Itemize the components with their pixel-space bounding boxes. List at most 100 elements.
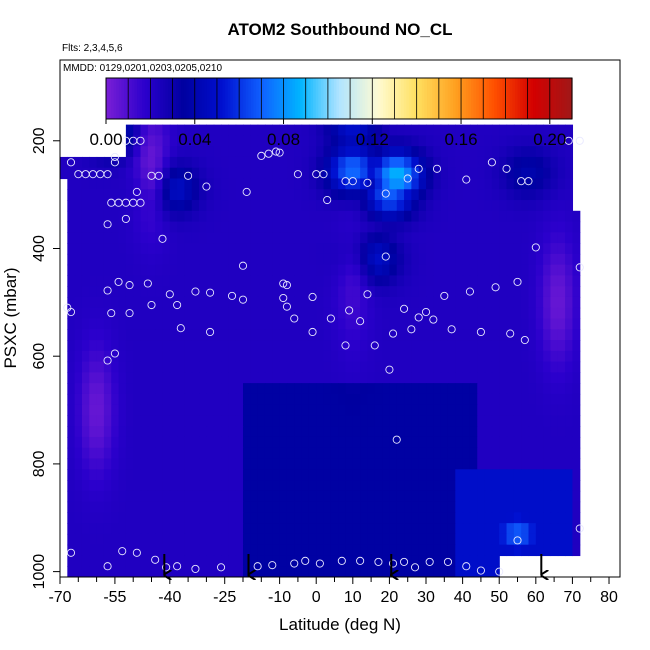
heatmap-cell [96,404,105,417]
heatmap-cell [572,393,581,406]
heatmap-cell [513,490,522,503]
heatmap-cell [338,124,347,136]
heatmap-cell [272,243,281,255]
heatmap-cell [528,286,537,298]
heatmap-cell [74,210,83,223]
heatmap-cell [572,318,581,330]
heatmap-cell [162,275,171,287]
heatmap-cell [155,296,164,309]
heatmap-cell [565,124,574,136]
heatmap-cell [125,426,134,438]
heatmap-cell [81,566,90,577]
heatmap-cell [243,124,251,136]
heatmap-cell [433,555,442,567]
heatmap-cell [177,350,186,363]
heatmap-cell [243,329,251,341]
heatmap-cell [133,264,142,277]
heatmap-cell [565,393,574,406]
heatmap-cell [491,146,500,158]
heatmap-cell [118,447,127,460]
heatmap-cell [147,340,156,352]
heatmap-cell [177,447,186,460]
heatmap-cell [426,426,434,438]
heatmap-cell [177,200,186,212]
heatmap-cell [206,135,215,147]
heatmap-cell [243,296,251,309]
heatmap-cell [257,307,266,320]
heatmap-cell [330,480,339,492]
heatmap-cell [433,146,442,158]
heatmap-cell [111,415,120,427]
heatmap-cell [418,555,427,567]
heatmap-cell [264,243,273,255]
heatmap-cell [521,329,530,341]
heatmap-cell [147,318,156,330]
heatmap-cell [462,383,471,395]
heatmap-cell [147,447,156,460]
heatmap-cell [133,232,142,244]
heatmap-cell [228,189,237,201]
heatmap-cell [469,318,478,330]
colorbar-cell [434,78,438,119]
heatmap-cell [360,426,369,438]
heatmap-cell [316,135,325,147]
heatmap-cell [477,361,486,373]
heatmap-cell [338,480,347,492]
heatmap-cell [118,512,127,524]
heatmap-cell [257,340,266,352]
heatmap-cell [455,307,464,320]
colorbar-cell [292,78,296,119]
heatmap-cell [103,480,112,492]
heatmap-cell [484,566,493,577]
heatmap-cell [228,200,237,212]
heatmap-cell [550,221,559,233]
heatmap-cell [345,135,354,147]
heatmap-cell [228,232,237,244]
heatmap-cell [60,156,68,169]
heatmap-cell [418,243,427,255]
heatmap-cell [316,200,325,212]
heatmap-cell [411,210,420,223]
heatmap-cell [147,533,156,546]
heatmap-cell [491,501,500,513]
heatmap-cell [345,318,354,330]
observation-point [575,263,584,272]
heatmap-cell [279,555,288,567]
heatmap-cell [440,404,449,417]
heatmap-cell [543,243,552,255]
heatmap-cell [250,146,259,158]
heatmap-cell [191,512,200,524]
heatmap-cell [133,480,142,492]
heatmap-cell [352,200,361,212]
heatmap-cell [279,253,288,266]
colorbar-cell [204,78,208,119]
heatmap-cell [279,167,288,180]
heatmap-cell [89,523,98,535]
heatmap-cell [279,436,288,449]
heatmap-cell [396,340,405,352]
heatmap-cell [89,210,98,223]
heatmap-cell [535,490,544,503]
heatmap-cell [411,124,420,136]
heatmap-cell [330,307,339,320]
heatmap-cell [264,372,273,384]
heatmap-cell [367,393,376,406]
heatmap-cell [169,124,178,136]
heatmap-cell [418,286,427,298]
heatmap-cell [228,296,237,309]
heatmap-cell [221,146,229,158]
observation-point [513,277,522,286]
heatmap-cell [111,243,120,255]
heatmap-cell [191,253,200,266]
heatmap-cell [396,232,405,244]
heatmap-cell [374,318,383,330]
heatmap-cell [103,340,112,352]
heatmap-cell [440,490,449,503]
heatmap-cell [521,512,530,524]
heatmap-cell [491,544,500,557]
heatmap-cell [469,210,478,223]
heatmap-cell [535,458,544,470]
heatmap-cell [125,490,134,503]
heatmap-cell [147,523,156,535]
heatmap-cell [111,393,120,406]
